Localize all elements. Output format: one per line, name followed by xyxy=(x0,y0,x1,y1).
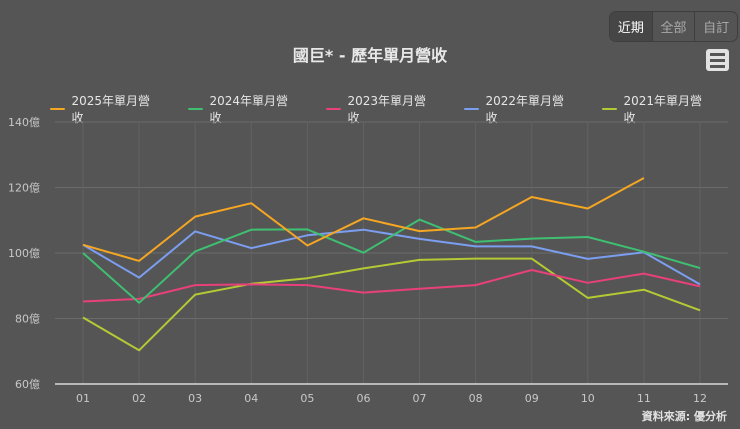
x-tick-label: 01 xyxy=(76,392,90,405)
x-tick-label: 09 xyxy=(525,392,539,405)
hamburger-menu-icon[interactable] xyxy=(706,49,729,71)
series-line[interactable] xyxy=(82,228,701,286)
x-tick-label: 05 xyxy=(300,392,314,405)
x-tick-label: 03 xyxy=(188,392,202,405)
legend-swatch-icon xyxy=(464,108,479,110)
y-tick-label: 140億 xyxy=(8,116,40,129)
range-button-custom[interactable]: 自訂 xyxy=(703,21,730,36)
menu-bar xyxy=(710,58,725,62)
y-tick-label: 120億 xyxy=(8,182,40,195)
range-selector: 近期 全部 自訂 xyxy=(609,11,738,42)
menu-bar xyxy=(710,52,725,56)
legend-swatch-icon xyxy=(188,108,203,110)
legend-swatch-icon xyxy=(602,108,617,110)
x-tick-label: 10 xyxy=(581,392,595,405)
x-tick-label: 08 xyxy=(469,392,483,405)
x-tick-label: 02 xyxy=(132,392,146,405)
chart-title: 國巨* - 歷年單月營收 xyxy=(292,46,448,65)
y-tick-label: 100億 xyxy=(8,247,40,260)
x-tick-label: 06 xyxy=(356,392,370,405)
legend-swatch-icon xyxy=(326,108,341,110)
legend-item[interactable]: 2023年單月營收 xyxy=(326,92,435,126)
x-tick-label: 12 xyxy=(693,392,707,405)
x-tick-label: 04 xyxy=(244,392,258,405)
series-line[interactable] xyxy=(82,177,645,262)
x-tick-label: 11 xyxy=(637,392,651,405)
range-button-all[interactable]: 全部 xyxy=(653,12,696,41)
y-tick-label: 60億 xyxy=(15,378,40,391)
legend-swatch-icon xyxy=(50,108,65,110)
y-tick-label: 80億 xyxy=(15,313,40,326)
series-line[interactable] xyxy=(82,257,701,352)
source-label: 資料來源: 優分析 xyxy=(641,410,727,423)
legend-item[interactable]: 2022年單月營收 xyxy=(464,92,573,126)
x-tick-label: 07 xyxy=(413,392,427,405)
series-line[interactable] xyxy=(82,218,701,304)
series-line[interactable] xyxy=(82,269,701,303)
menu-bar xyxy=(710,64,725,68)
range-button-recent[interactable]: 近期 xyxy=(610,12,653,41)
